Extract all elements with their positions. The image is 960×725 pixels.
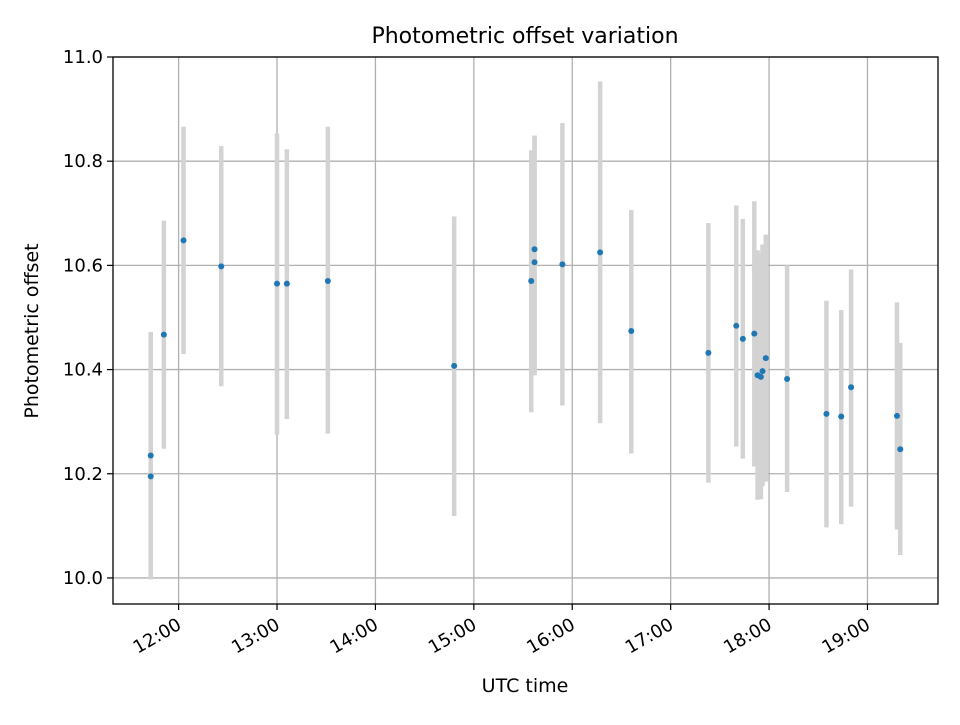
data-point xyxy=(751,330,758,337)
data-point xyxy=(218,263,225,270)
data-point xyxy=(147,473,154,480)
y-tick-label: 11.0 xyxy=(63,47,103,68)
data-point xyxy=(559,261,566,268)
x-tick-label: 18:00 xyxy=(720,614,775,658)
data-point xyxy=(838,413,845,420)
data-point xyxy=(897,446,904,453)
data-point xyxy=(823,410,830,417)
x-tick-label: 19:00 xyxy=(819,614,874,658)
y-axis: 10.0 10.2 10.4 10.6 10.8 11.0 xyxy=(63,47,113,589)
data-point xyxy=(597,249,604,256)
data-point xyxy=(628,328,635,335)
data-point xyxy=(528,278,535,285)
x-tick-label: 15:00 xyxy=(425,614,480,658)
data-point xyxy=(759,368,766,375)
y-tick-label: 10.4 xyxy=(63,360,103,381)
data-point xyxy=(757,373,764,380)
error-bars xyxy=(148,81,903,580)
data-points xyxy=(147,237,904,480)
data-point xyxy=(160,331,167,338)
data-point xyxy=(848,384,855,391)
chart-title: Photometric offset variation xyxy=(371,24,678,49)
x-tick-label: 13:00 xyxy=(228,614,283,658)
x-axis: 12:00 13:00 14:00 15:00 16:00 17:00 18:00 19:00 xyxy=(130,604,874,658)
data-point xyxy=(283,280,290,287)
data-point xyxy=(733,322,740,329)
data-point xyxy=(451,362,458,369)
data-point xyxy=(531,259,538,266)
x-tick-label: 12:00 xyxy=(130,614,185,658)
plot-frame xyxy=(112,56,939,605)
x-tick-label: 16:00 xyxy=(523,614,578,658)
data-point xyxy=(762,355,769,362)
y-tick-label: 10.2 xyxy=(63,464,103,485)
y-tick-label: 10.0 xyxy=(63,568,103,589)
data-point xyxy=(784,375,791,382)
y-tick-label: 10.8 xyxy=(63,151,103,172)
data-point xyxy=(274,280,281,287)
grid-lines xyxy=(113,56,938,604)
data-point xyxy=(739,335,746,342)
x-tick-label: 14:00 xyxy=(327,614,382,658)
data-point xyxy=(531,246,538,253)
data-point xyxy=(324,278,331,285)
x-axis-label: UTC time xyxy=(482,675,569,697)
y-tick-label: 10.6 xyxy=(63,255,103,276)
data-point xyxy=(893,412,900,419)
data-point xyxy=(147,452,154,459)
x-tick-label: 17:00 xyxy=(622,614,677,658)
data-point xyxy=(180,237,187,244)
data-point xyxy=(705,349,712,356)
y-axis-label: Photometric offset xyxy=(21,243,43,418)
